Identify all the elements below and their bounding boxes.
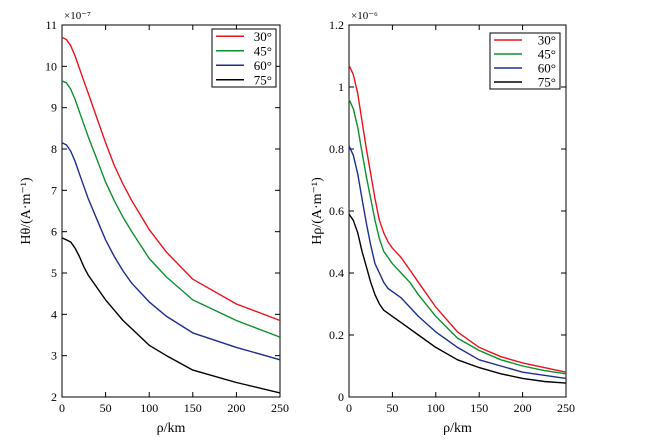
legend: 30°45°60°75°: [489, 32, 561, 90]
y-axis-label: Hρ/(A·m⁻¹): [310, 177, 325, 245]
legend-box: [211, 28, 277, 88]
y-tick-label: 3: [51, 349, 57, 363]
legend-label: 30°: [538, 33, 556, 48]
x-tick-label: 0: [59, 401, 65, 415]
legend-label: 75°: [254, 72, 272, 87]
plot-frame: [61, 24, 281, 398]
y-tick-label: 11: [45, 18, 57, 32]
series-line-2: [61, 80, 281, 338]
axis-multiplier: ×10⁻⁶: [351, 10, 378, 22]
x-tick-label: 50: [386, 401, 398, 415]
y-tick-label: 0.4: [329, 266, 344, 280]
legend-label: 60°: [254, 58, 272, 73]
x-tick-label: 0: [346, 401, 352, 415]
legend: 30°45°60°75°: [211, 28, 277, 88]
x-tick-label: 250: [557, 401, 575, 415]
x-tick-label: 100: [140, 401, 158, 415]
series-line-2: [348, 99, 567, 375]
legend-label: 45°: [538, 47, 556, 62]
series-line-3: [61, 142, 281, 361]
y-tick-label: 4: [51, 307, 57, 321]
y-tick-label: 6: [51, 225, 57, 239]
y-axis-label: Hθ/(A·m⁻¹): [19, 177, 34, 245]
legend-label: 75°: [538, 75, 556, 90]
x-axis-label: ρ/km: [443, 421, 472, 436]
series-line-4: [348, 213, 567, 384]
legend-box: [489, 32, 561, 90]
x-tick-label: 200: [227, 401, 245, 415]
x-tick-label: 100: [427, 401, 445, 415]
y-tick-label: 10: [45, 59, 57, 73]
series-line-3: [348, 145, 567, 380]
series-line-1: [348, 65, 567, 373]
y-tick-label: 1.2: [329, 18, 344, 32]
y-tick-label: 0.2: [329, 328, 344, 342]
y-tick-label: 7: [51, 183, 57, 197]
y-tick-label: 0.8: [329, 142, 344, 156]
y-tick-label: 9: [51, 101, 57, 115]
x-axis-label: ρ/km: [157, 421, 186, 436]
x-tick-label: 250: [271, 401, 289, 415]
x-tick-label: 150: [470, 401, 488, 415]
y-tick-label: 2: [51, 390, 57, 404]
y-tick-label: 1: [338, 80, 344, 94]
series-line-4: [61, 237, 281, 394]
x-tick-label: 200: [514, 401, 532, 415]
chart-panel-1: 0 50 100 150 200 250 2 3 4 5 6 7 8 9 10 11 ×10⁻⁷ ρ/km Hθ/(…: [19, 10, 289, 436]
legend-label: 60°: [538, 61, 556, 76]
legend-label: 30°: [254, 29, 272, 44]
series-line-1: [61, 36, 281, 322]
x-tick-label: 150: [184, 401, 202, 415]
legend-label: 45°: [254, 43, 272, 58]
axis-multiplier: ×10⁻⁷: [64, 10, 91, 22]
chart-panel-2: 0 50 100 150 200 250 0 0.2 0.4 0.6 0.8 1 1.2 ×10⁻⁶ ρ/k…: [310, 10, 575, 436]
y-tick-label: 0: [338, 390, 344, 404]
y-tick-label: 5: [51, 266, 57, 280]
x-tick-label: 50: [100, 401, 112, 415]
y-tick-label: 0.6: [329, 204, 344, 218]
y-tick-label: 8: [51, 142, 57, 156]
